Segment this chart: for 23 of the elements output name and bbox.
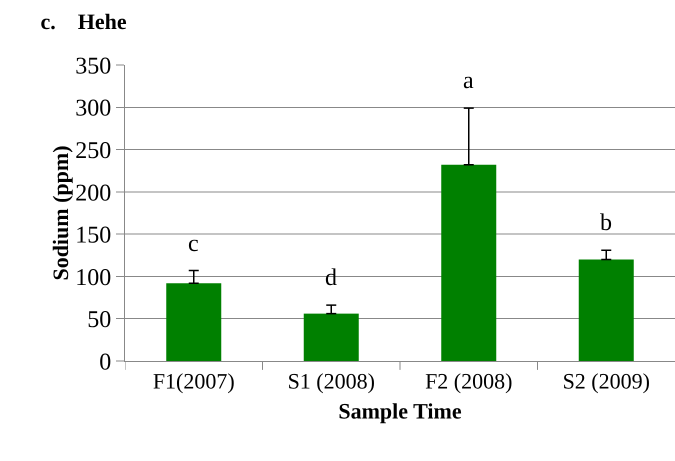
y-tick-label: 50 (87, 307, 112, 334)
y-tick-label: 0 (99, 349, 112, 376)
x-tick-label: F2 (2008) (425, 368, 512, 394)
y-tick-label: 250 (75, 138, 112, 164)
x-tick-label: S1 (2008) (288, 368, 375, 394)
x-tick-label: S2 (2009) (562, 368, 650, 394)
annotation: a (463, 68, 474, 94)
y-axis-title: Sodium (ppm) (48, 145, 74, 281)
bar (441, 164, 496, 361)
x-axis-title: Sample Time (338, 398, 462, 424)
bar (304, 314, 359, 361)
y-tick-label: 100 (75, 264, 112, 291)
chart-title: c. Hehe (40, 9, 127, 34)
annotation: c (188, 231, 199, 257)
y-tick-label: 200 (75, 180, 112, 206)
annotation: d (325, 265, 337, 291)
x-tick-label: F1(2007) (152, 368, 235, 394)
y-tick-label: 150 (75, 222, 112, 249)
y-tick-label: 350 (75, 53, 112, 80)
annotation: b (600, 210, 612, 236)
bar (578, 260, 634, 361)
bar (166, 283, 222, 361)
y-tick-label: 300 (75, 96, 112, 122)
